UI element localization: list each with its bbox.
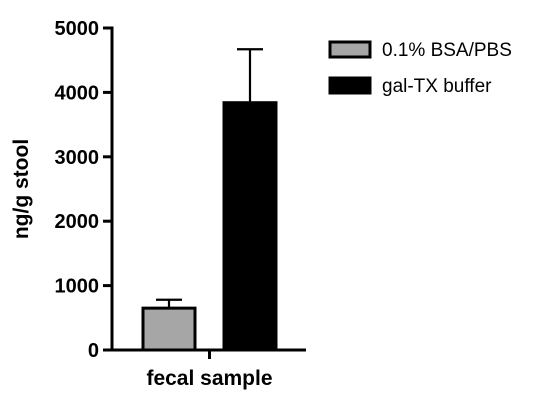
y-tick-label-3000: 3000	[55, 147, 100, 169]
y-tick-label-2000: 2000	[55, 211, 100, 233]
legend-label-bsa-pbs: 0.1% BSA/PBS	[382, 40, 512, 61]
y-tick-label-5000: 5000	[55, 18, 100, 40]
x-axis-title: fecal sample	[146, 367, 272, 390]
error-bars-layer	[156, 48, 263, 309]
y-ticks-layer: 0 1000 2000 3000 4000 5000	[55, 18, 112, 362]
legend-swatch-gal-tx	[328, 76, 372, 95]
bar-gal-tx-buffer	[222, 101, 278, 352]
legend-swatch-bsa-pbs	[328, 40, 372, 59]
error-bar-gal-tx-buffer	[237, 48, 263, 103]
y-axis-title: ng/g stool	[10, 139, 33, 239]
legend-label-gal-tx: gal-TX buffer	[382, 76, 492, 97]
error-bar-0-1-bsa-pbs	[156, 298, 182, 309]
y-tick-label-4000: 4000	[55, 82, 100, 104]
axes-layer	[110, 26, 306, 359]
legend: 0.1% BSA/PBS gal-TX buffer	[328, 40, 512, 97]
y-tick-label-1000: 1000	[55, 276, 100, 298]
bar-0-1-bsa-pbs	[141, 306, 197, 352]
legend-item-gal-tx: gal-TX buffer	[328, 76, 492, 97]
y-tick-label-0: 0	[88, 340, 99, 362]
bars-layer	[141, 101, 278, 352]
legend-item-bsa-pbs: 0.1% BSA/PBS	[328, 40, 512, 61]
